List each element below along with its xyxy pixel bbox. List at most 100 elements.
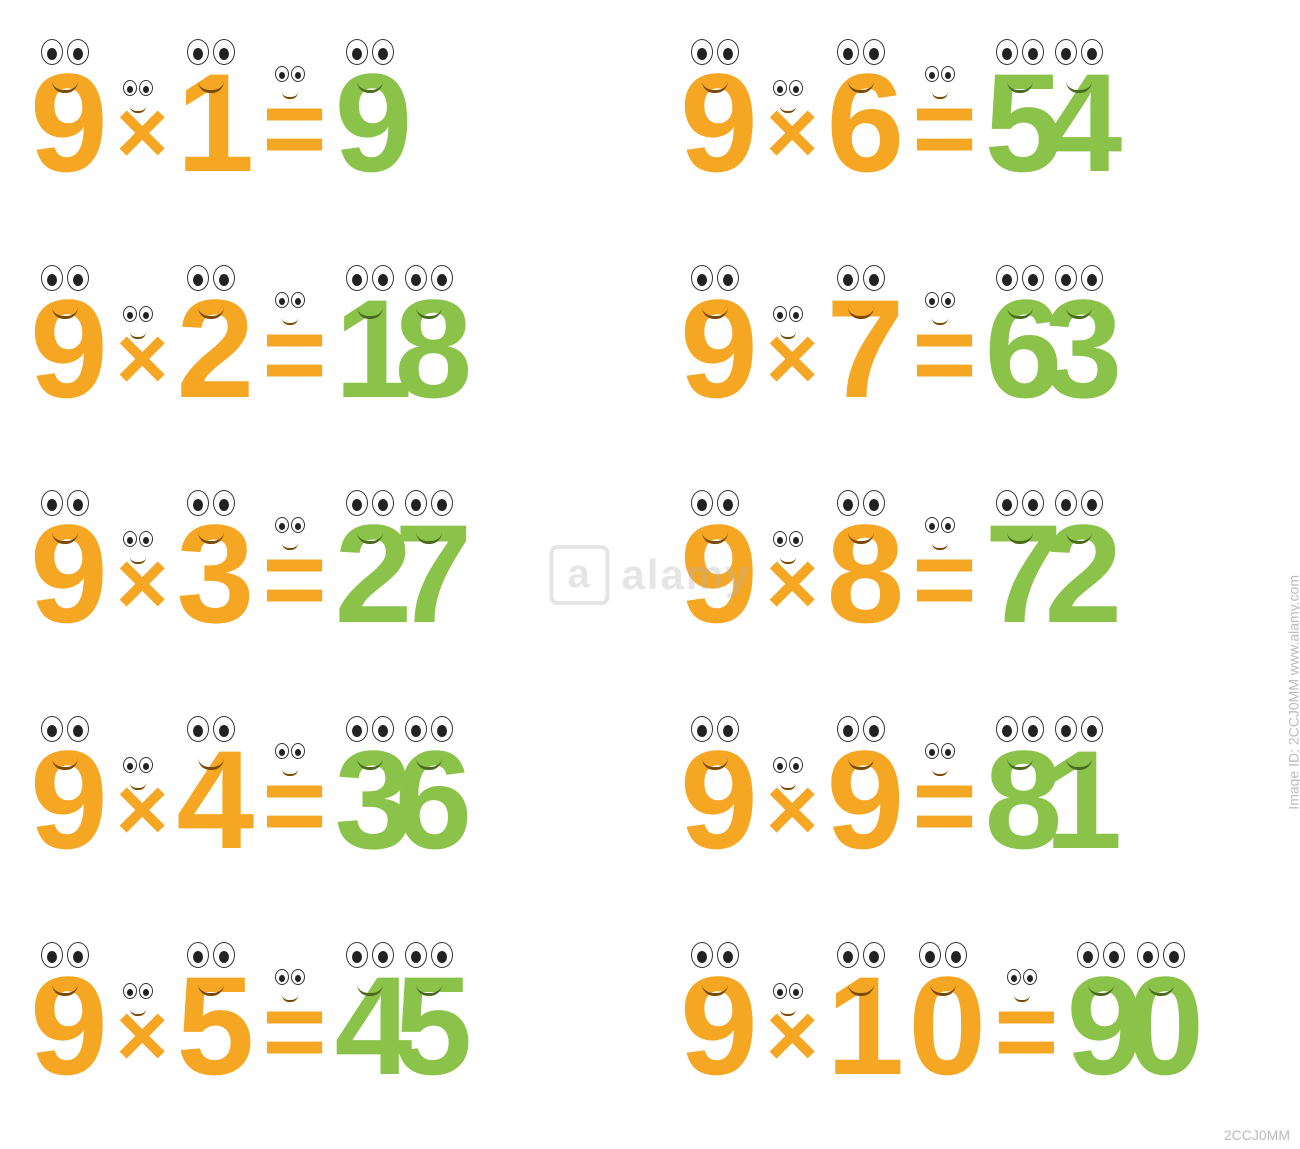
equals-operator: = [908, 525, 972, 635]
eye-left-icon [346, 490, 368, 516]
eye-left-icon [41, 490, 63, 516]
digit-7: 7 [394, 504, 464, 644]
result-group: 7 2 [985, 504, 1115, 644]
digit-1: 1 [1044, 730, 1114, 870]
digit-glyph: 1 [1044, 730, 1114, 870]
eye-right-icon [213, 39, 235, 65]
equals-operator: = [908, 751, 972, 861]
equals-operator: = [258, 977, 322, 1087]
eyes-icon [1077, 942, 1125, 968]
eye-left-icon [275, 292, 289, 308]
eyes-icon [996, 716, 1044, 742]
eye-left-icon [1137, 942, 1159, 968]
eye-left-icon [1055, 716, 1077, 742]
result-group: 1 8 [335, 279, 465, 419]
eye-left-icon [187, 490, 209, 516]
operator-glyph: × [766, 88, 811, 178]
eyes-icon [405, 490, 453, 516]
eyes-icon [187, 942, 235, 968]
eyes-icon [275, 292, 305, 308]
digit-glyph: 2 [176, 279, 246, 419]
digit-glyph: 9 [680, 279, 750, 419]
operator-glyph: × [116, 991, 161, 1081]
digit-9: 9 [335, 53, 405, 193]
multiply-operator: × [766, 765, 811, 855]
digit-glyph: 7 [394, 504, 464, 644]
eyes-icon [41, 490, 89, 516]
eye-left-icon [837, 490, 859, 516]
eye-right-icon [863, 39, 885, 65]
eye-left-icon [275, 743, 289, 759]
digit-4: 4 [176, 730, 246, 870]
eyes-icon [837, 265, 885, 291]
multiply-operator: × [116, 991, 161, 1081]
eyes-icon [837, 490, 885, 516]
eye-right-icon [431, 265, 453, 291]
eye-right-icon [1081, 716, 1103, 742]
eye-right-icon [1081, 39, 1103, 65]
multiply-operator: × [766, 539, 811, 629]
watermark-side: Image ID: 2CCJ0MM www.alamy.com [1286, 575, 1300, 810]
digit-6: 6 [826, 53, 896, 193]
watermark-logo-text: alamy [621, 551, 750, 599]
equation-row-4: 9 × 3 = 2 [30, 482, 620, 668]
digit-glyph: 9 [680, 53, 750, 193]
eye-right-icon [372, 490, 394, 516]
eye-left-icon [123, 306, 137, 322]
eye-left-icon [773, 983, 787, 999]
eye-left-icon [346, 39, 368, 65]
eye-left-icon [996, 490, 1018, 516]
eye-right-icon [431, 716, 453, 742]
eye-right-icon [291, 743, 305, 759]
digit-glyph: 2 [1044, 504, 1114, 644]
eyes-icon [346, 39, 394, 65]
eyes-icon [187, 716, 235, 742]
eye-left-icon [691, 490, 713, 516]
eye-left-icon [925, 66, 939, 82]
digit-glyph: 0 [1126, 956, 1196, 1096]
digit-9: 9 [30, 53, 100, 193]
digit-9: 9 [30, 730, 100, 870]
result-group: 9 0 [1066, 956, 1196, 1096]
eyes-icon [691, 39, 739, 65]
digit-2: 2 [1044, 504, 1114, 644]
equals-operator: = [908, 300, 972, 410]
eye-right-icon [139, 531, 153, 547]
result-group: 9 [335, 53, 405, 193]
eyes-icon [1137, 942, 1185, 968]
multiply-operator: × [116, 539, 161, 629]
eye-right-icon [717, 265, 739, 291]
eye-right-icon [372, 716, 394, 742]
operator-glyph: × [766, 991, 811, 1081]
digit-glyph: 0 [908, 956, 978, 1096]
digit-glyph: 9 [680, 730, 750, 870]
eye-right-icon [372, 942, 394, 968]
digit-glyph: 5 [176, 956, 246, 1096]
eyes-icon [123, 983, 153, 999]
digit-glyph: 3 [1044, 279, 1114, 419]
eyes-icon [275, 517, 305, 533]
eyes-icon [405, 265, 453, 291]
eye-right-icon [291, 969, 305, 985]
eyes-icon [919, 942, 967, 968]
eye-left-icon [837, 716, 859, 742]
eye-left-icon [1055, 265, 1077, 291]
eye-right-icon [213, 716, 235, 742]
eyes-icon [773, 306, 803, 322]
eyes-icon [691, 942, 739, 968]
eye-left-icon [346, 716, 368, 742]
eyes-icon [1055, 39, 1103, 65]
eye-right-icon [941, 517, 955, 533]
eye-left-icon [187, 39, 209, 65]
eyes-icon [187, 265, 235, 291]
watermark-bottom: 2CCJ0MM [1224, 1127, 1290, 1143]
equals-operator: = [258, 525, 322, 635]
eye-right-icon [291, 66, 305, 82]
eye-left-icon [773, 757, 787, 773]
eye-right-icon [941, 66, 955, 82]
eyes-icon [123, 531, 153, 547]
eye-left-icon [925, 517, 939, 533]
multiply-operator: × [116, 765, 161, 855]
eye-left-icon [405, 716, 427, 742]
eye-left-icon [405, 265, 427, 291]
